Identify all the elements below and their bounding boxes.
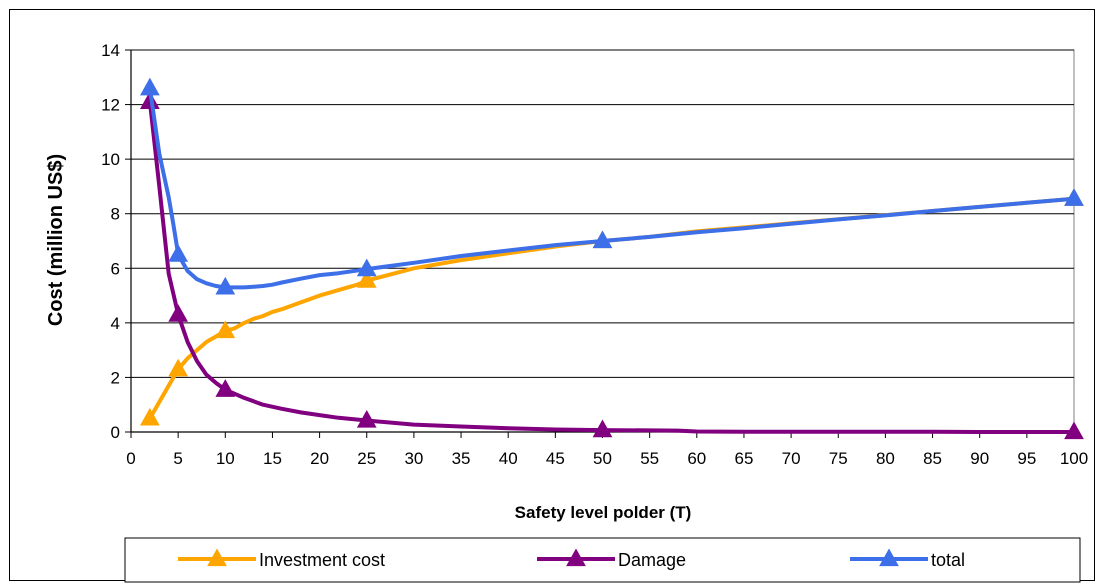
data-point-total: [215, 276, 236, 295]
x-tick-label: 5: [173, 449, 182, 468]
series-investment-cost: [140, 188, 1084, 426]
legend-marker: [879, 548, 899, 567]
x-tick-label: 20: [310, 449, 329, 468]
data-point-total: [592, 230, 613, 249]
legend-marker: [566, 548, 586, 567]
legend-item-total: total: [850, 548, 965, 570]
x-tick-label: 55: [640, 449, 659, 468]
y-tick-label: 8: [111, 205, 120, 224]
data-point-total: [356, 258, 377, 277]
x-tick-label: 25: [357, 449, 376, 468]
data-point-investment-cost: [356, 270, 377, 288]
data-point-investment-cost: [168, 358, 189, 377]
data-point-damage: [1064, 421, 1084, 440]
legend-item-damage: Damage: [537, 548, 686, 570]
x-tick-label: 80: [876, 449, 895, 468]
legend-item-investment-cost: Investment cost: [178, 548, 385, 570]
series-line-total: [147, 86, 1076, 290]
x-tick-label: 60: [687, 449, 706, 468]
y-tick-label: 14: [101, 41, 120, 60]
axes: 0 2 4 6 8 10 12 14 0 5 10 15 20 25 30 35 40 45 50 55 60 65 70 7…: [101, 41, 1088, 468]
series-line-damage: [147, 99, 1076, 434]
x-tick-label: 45: [546, 449, 565, 468]
x-tick-label: 90: [970, 449, 989, 468]
x-tick-label: 95: [1017, 449, 1036, 468]
y-tick-label: 2: [111, 368, 120, 387]
y-axis-title: Cost (million US$): [45, 154, 67, 326]
x-tick-label: 85: [923, 449, 942, 468]
legend-label: Investment cost: [259, 550, 385, 570]
series-total: [140, 77, 1084, 295]
series-damage: [140, 91, 1084, 440]
data-point-damage: [168, 304, 189, 322]
series-group: [140, 77, 1084, 440]
data-point-damage: [215, 379, 236, 397]
x-tick-label: 100: [1060, 449, 1088, 468]
y-tick-label: 4: [111, 314, 120, 333]
data-point-total: [168, 244, 189, 262]
data-point-investment-cost: [140, 407, 160, 426]
x-tick-label: 70: [782, 449, 801, 468]
data-point-total: [140, 77, 160, 96]
x-tick-label: 50: [593, 449, 612, 468]
data-point-investment-cost: [215, 320, 236, 339]
y-tick-label: 0: [111, 423, 120, 442]
legend-label: total: [931, 550, 965, 570]
data-point-damage: [592, 419, 613, 438]
x-tick-label: 65: [734, 449, 753, 468]
y-tick-label: 6: [111, 259, 120, 278]
legend-marker: [207, 548, 227, 567]
series-line-investment-cost: [147, 196, 1076, 421]
x-tick-label: 15: [263, 449, 282, 468]
x-tick-label: 35: [452, 449, 471, 468]
legend: Investment cost Damage total: [124, 537, 1081, 583]
x-tick-label: 30: [404, 449, 423, 468]
data-point-damage: [356, 410, 377, 428]
y-tick-label: 12: [101, 96, 120, 115]
x-tick-label: 10: [216, 449, 235, 468]
x-axis-title: Safety level polder (T): [515, 503, 692, 522]
x-tick-label: 40: [499, 449, 518, 468]
data-point-total: [1064, 188, 1084, 206]
y-tick-label: 10: [101, 150, 120, 169]
legend-label: Damage: [618, 550, 686, 570]
x-tick-label: 75: [829, 449, 848, 468]
x-tick-label: 0: [126, 449, 135, 468]
